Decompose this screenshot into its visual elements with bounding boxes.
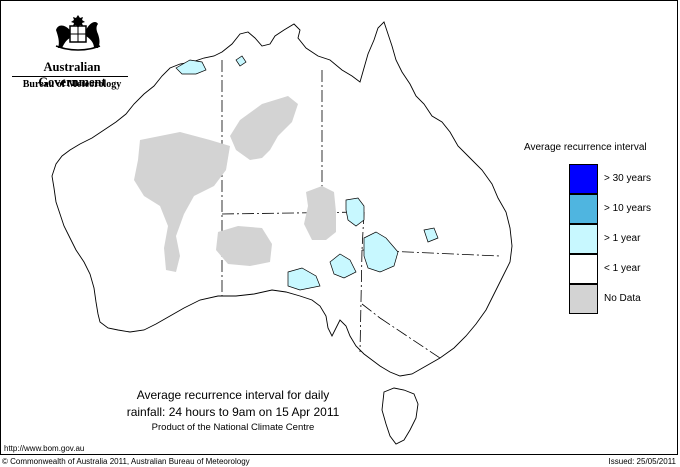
bom-website-link[interactable]: http://www.bom.gov.au bbox=[4, 444, 85, 453]
legend-item: > 1 year bbox=[569, 224, 669, 254]
legend-item: > 10 years bbox=[569, 194, 669, 224]
bureau-title: Bureau of Meteorology bbox=[22, 79, 122, 90]
legend-swatch bbox=[569, 194, 598, 224]
legend-swatch bbox=[569, 224, 598, 254]
government-logo: Australian Government Bureau of Meteorol… bbox=[8, 6, 133, 98]
legend-label: No Data bbox=[604, 293, 641, 304]
legend-item: No Data bbox=[569, 284, 669, 314]
legend-item: < 1 year bbox=[569, 254, 669, 284]
map-credit: Product of the National Climate Centre bbox=[151, 422, 315, 433]
no-data-areas bbox=[134, 96, 336, 272]
issued-date: Issued: 25/05/2011 bbox=[608, 457, 676, 466]
legend-label: > 1 year bbox=[604, 233, 641, 244]
coat-of-arms-icon bbox=[55, 15, 101, 51]
map-frame bbox=[0, 0, 678, 455]
legend-label: > 30 years bbox=[604, 173, 651, 184]
logo-divider bbox=[12, 76, 128, 77]
legend-item: > 30 years bbox=[569, 164, 669, 194]
map-subtitle: rainfall: 24 hours to 9am on 15 Apr 2011 bbox=[126, 405, 340, 419]
copyright-notice: © Commonwealth of Australia 2011, Austra… bbox=[2, 457, 250, 466]
mainland-outline bbox=[51, 21, 513, 377]
tasmania-outline bbox=[381, 387, 419, 445]
legend-title: Average recurrence interval bbox=[524, 142, 647, 153]
government-title: Australian Government bbox=[38, 60, 106, 89]
legend-swatch bbox=[569, 284, 598, 314]
legend-label: > 10 years bbox=[604, 203, 651, 214]
legend-label: < 1 year bbox=[604, 263, 641, 274]
legend-swatch bbox=[569, 254, 598, 284]
legend-swatch bbox=[569, 164, 598, 194]
over-1-year-areas bbox=[175, 55, 439, 291]
map-title: Average recurrence interval for daily bbox=[136, 388, 330, 402]
map-legend: > 30 years > 10 years > 1 year < 1 year … bbox=[569, 164, 669, 314]
